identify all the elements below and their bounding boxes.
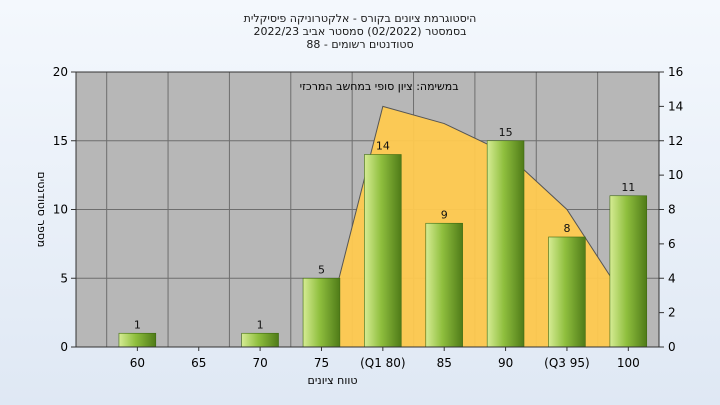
chart-annotation: במשימה: ציון סופי במחשב המרכזי bbox=[300, 80, 459, 93]
bar-value-label: 15 bbox=[499, 126, 513, 139]
bars bbox=[118, 140, 648, 348]
bar-value-label: 5 bbox=[318, 263, 325, 276]
y-left-tick-label: 20 bbox=[53, 65, 68, 79]
y-left-tick-label: 15 bbox=[53, 134, 68, 148]
x-tick-label: 70 bbox=[252, 356, 267, 370]
y-right-tick-label: 2 bbox=[668, 306, 676, 320]
bar bbox=[486, 140, 525, 348]
bar-value-label: 11 bbox=[621, 181, 635, 194]
x-tick-label: 85 bbox=[437, 356, 452, 370]
y-axis-label: מספר סטודנטים bbox=[35, 172, 48, 248]
bar bbox=[548, 236, 586, 348]
bar bbox=[609, 195, 648, 348]
y-left-tick-label: 5 bbox=[60, 271, 68, 285]
y-right-tick-label: 0 bbox=[668, 340, 676, 354]
x-tick-label: 90 bbox=[498, 356, 513, 370]
bar bbox=[302, 277, 341, 348]
chart-subtitle-registered: סטודנטים רשומים - 88 bbox=[306, 38, 414, 51]
x-axis-ticks: 60 65 70 75 (Q1 80) 85 90 (Q3 95) 100 bbox=[130, 347, 640, 370]
y-right-tick-label: 4 bbox=[668, 271, 676, 285]
x-tick-label: 60 bbox=[130, 356, 145, 370]
y-axis-right-ticks: 0 2 4 6 8 10 12 14 16 bbox=[659, 65, 683, 354]
x-tick-label: 65 bbox=[191, 356, 206, 370]
bar-value-label: 9 bbox=[441, 208, 448, 221]
x-axis-label: טווח ציונים bbox=[308, 374, 358, 387]
bar-value-label: 1 bbox=[134, 318, 141, 331]
x-tick-label: (Q3 95) bbox=[544, 356, 590, 370]
y-axis-left-ticks: 0 5 10 15 20 bbox=[53, 65, 76, 354]
y-left-tick-label: 0 bbox=[60, 340, 68, 354]
x-tick-label: (Q1 80) bbox=[360, 356, 406, 370]
y-right-tick-label: 6 bbox=[668, 237, 676, 251]
x-tick-label: 100 bbox=[617, 356, 640, 370]
bar-value-label: 1 bbox=[257, 318, 264, 331]
chart-title: היסטוגרמת ציונים בקורס - אלקטרוניקה פיסי… bbox=[243, 12, 477, 25]
bar-value-label: 14 bbox=[376, 140, 390, 153]
bar bbox=[241, 332, 279, 348]
bar-value-label: 8 bbox=[563, 222, 570, 235]
y-right-tick-label: 16 bbox=[668, 65, 683, 79]
y-left-tick-label: 10 bbox=[53, 203, 68, 217]
y-right-tick-label: 10 bbox=[668, 168, 683, 182]
chart-subtitle-semester: בסמסטר (02/2022) סמסטר אביב 2022/23 bbox=[253, 25, 467, 38]
y-right-tick-label: 12 bbox=[668, 134, 683, 148]
bar bbox=[118, 332, 157, 348]
x-tick-label: 75 bbox=[314, 356, 329, 370]
bar bbox=[425, 222, 463, 348]
y-right-tick-label: 8 bbox=[668, 203, 676, 217]
y-right-tick-label: 14 bbox=[668, 99, 683, 113]
bar bbox=[364, 154, 402, 348]
